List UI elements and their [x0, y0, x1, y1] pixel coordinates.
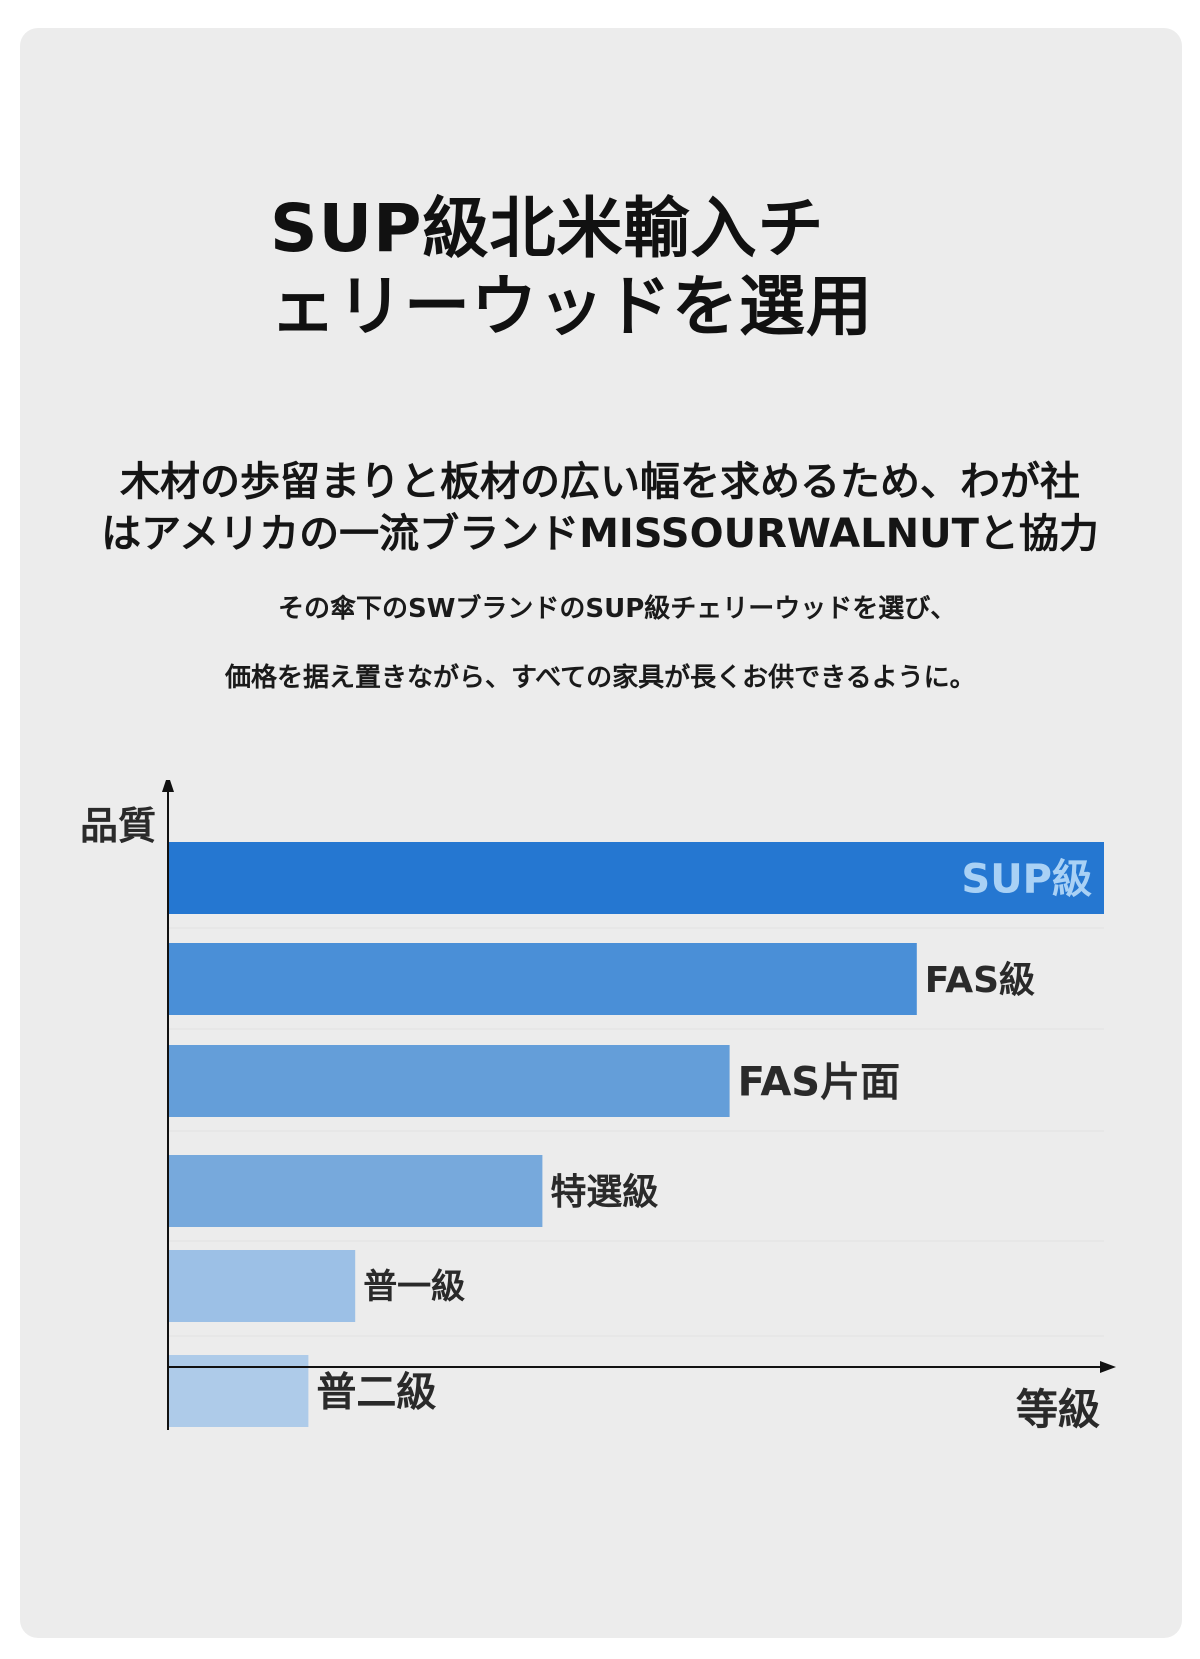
bar-1 — [168, 842, 1104, 914]
bar-3 — [168, 1045, 730, 1117]
y-axis-label: 品質 — [80, 804, 156, 848]
title-line-1: SUP級北米輸入チ — [270, 190, 825, 267]
title-line-2: ェリーウッドを選用 — [270, 268, 873, 345]
lead-line-2: はアメリカの一流ブランドMISSOURWALNUTと協力 — [101, 511, 1099, 557]
lead-text: 木材の歩留まりと板材の広い幅を求めるため、わが社 はアメリカの一流ブランドMIS… — [0, 456, 1200, 560]
bars — [168, 842, 1104, 1427]
sub-text-line-1: その傘下のSWブランドのSUP級チェリーウッドを選び、 — [278, 594, 957, 624]
x-axis-arrow — [1100, 1361, 1116, 1373]
bar-label-5: 普一級 — [363, 1267, 465, 1307]
bar-4 — [168, 1155, 543, 1227]
y-axis-arrow — [162, 780, 174, 792]
bar-6 — [168, 1355, 309, 1427]
bar-label-4: 特選級 — [550, 1172, 658, 1213]
axes — [162, 780, 1116, 1430]
gridlines — [168, 927, 1104, 1337]
bar-2 — [168, 943, 917, 1015]
sub-text-line-2: 価格を据え置きながら、すべての家具が長くお供できるように。 — [225, 663, 976, 693]
lead-line-1: 木材の歩留まりと板材の広い幅を求めるため、わが社 — [120, 459, 1080, 505]
bar-label-1: SUP級 — [961, 856, 1092, 902]
page-title: SUP級北米輸入チ ェリーウッドを選用 — [270, 190, 873, 346]
x-axis-label: 等級 — [1016, 1385, 1100, 1434]
bar-5 — [168, 1250, 356, 1322]
bar-label-3: FAS片面 — [738, 1059, 901, 1105]
bar-label-2: FAS級 — [925, 960, 1035, 1001]
bar-label-6: 普二級 — [316, 1369, 436, 1415]
